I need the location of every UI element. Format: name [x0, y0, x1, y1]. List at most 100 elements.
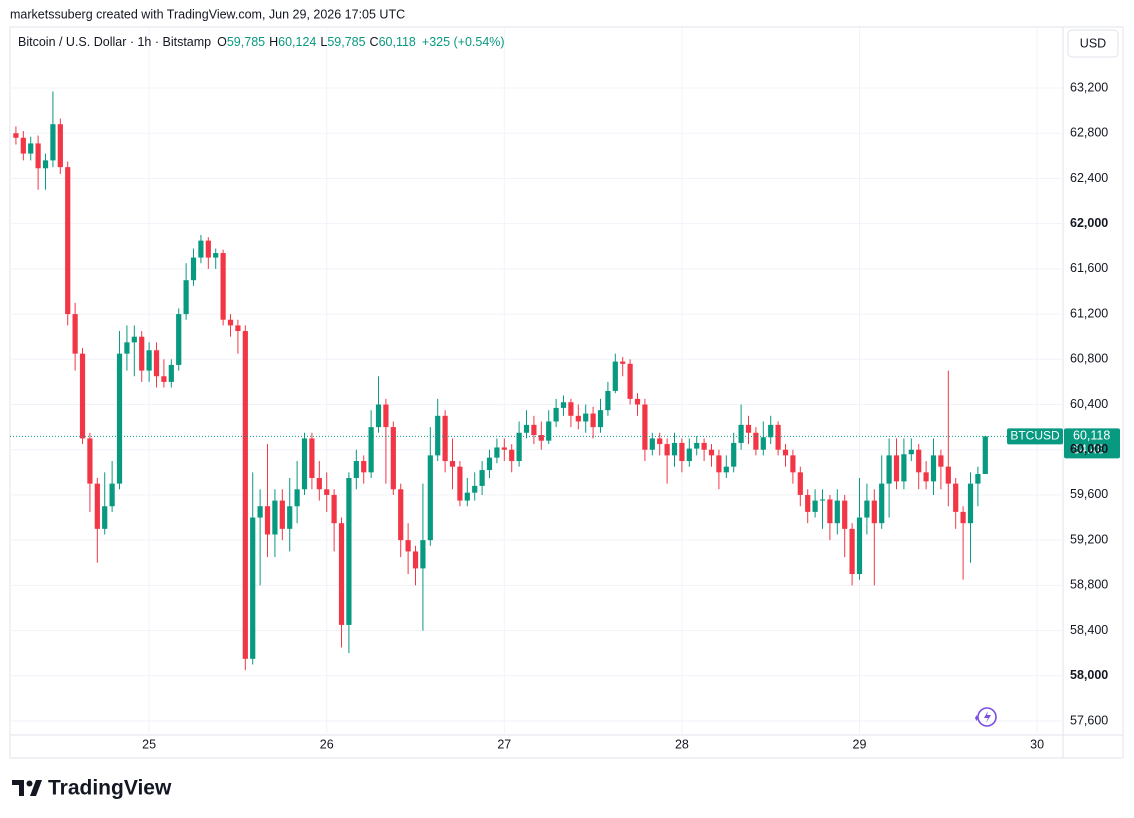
y-tick-label: 61,600 [1070, 261, 1108, 275]
y-tick-label: 58,400 [1070, 623, 1108, 637]
candle-body [590, 413, 596, 428]
candle-body [72, 314, 78, 354]
assistant-icon[interactable] [975, 707, 997, 727]
candle-body [13, 133, 19, 138]
candle-body [753, 432, 759, 450]
candle-body [309, 438, 315, 478]
candle-body [945, 466, 951, 484]
candle-body [257, 506, 263, 518]
candle-body [716, 455, 722, 473]
candle-body [65, 167, 71, 315]
y-tick-label: 57,600 [1070, 713, 1108, 727]
y-tick-label: 59,600 [1070, 487, 1108, 501]
candle-body [657, 438, 663, 445]
x-tick-label: 26 [320, 737, 334, 751]
candle-body [124, 342, 130, 354]
candle-body [116, 353, 123, 484]
candle-body [457, 466, 463, 501]
candle-body [479, 470, 485, 486]
x-tick-label: 30 [1030, 737, 1044, 751]
legend: Bitcoin / U.S. Dollar · 1h · Bitstamp O59… [18, 35, 505, 49]
candle-body [220, 253, 226, 320]
candle-body [760, 437, 766, 450]
y-tick-label: 60,000 [1070, 442, 1108, 456]
currency-label[interactable]: USD [1080, 36, 1106, 50]
candle-body [57, 124, 63, 168]
candle-body [346, 477, 352, 625]
candle-body [87, 438, 93, 484]
attribution: marketssuberg created with TradingView.c… [10, 7, 405, 21]
candle-body [427, 455, 433, 541]
y-tick-label: 60,400 [1070, 397, 1108, 411]
candle-body [930, 455, 937, 482]
candle-body [849, 528, 855, 575]
candle-body [901, 454, 907, 482]
candle-body [827, 499, 833, 524]
candle-body [649, 438, 655, 450]
ohlc-key: L [320, 35, 327, 49]
candle-body [398, 489, 404, 541]
currency-button[interactable] [1067, 29, 1119, 58]
candle-body [494, 447, 500, 458]
candle-body [538, 435, 544, 441]
candle-body [982, 436, 988, 475]
ohlc-value: 60,124 [278, 35, 316, 49]
symbol-badge-label: BTCUSD [1010, 429, 1060, 443]
candle-body [139, 336, 145, 371]
candle-body [161, 376, 167, 382]
candle-body [634, 398, 641, 405]
candle-body [420, 540, 426, 569]
candle-body [94, 483, 100, 529]
symbol-badge [1007, 428, 1063, 445]
candle-body [834, 500, 840, 524]
candle-body [938, 455, 944, 467]
candle-body [449, 461, 456, 467]
chart-frame [9, 26, 1124, 759]
x-tick-label: 29 [853, 737, 867, 751]
change-label: +325 (+0.54%) [422, 35, 505, 49]
candle-body [560, 402, 567, 408]
candle-body [28, 143, 34, 154]
candle-body [375, 404, 382, 428]
candle-body [679, 442, 685, 462]
candle-body [916, 449, 922, 473]
candle-body [738, 424, 744, 443]
candle-body [731, 442, 737, 467]
candle-body [42, 160, 49, 169]
candle-body [627, 363, 633, 399]
candle-body [967, 483, 974, 524]
candle-body [235, 325, 241, 332]
candle-body [353, 461, 359, 478]
candle-body [435, 415, 441, 456]
countdown-label: 54:48 [1073, 443, 1104, 457]
candle-body [501, 447, 507, 450]
candle-body [782, 449, 789, 456]
candle-body [745, 424, 752, 433]
candle-body [856, 517, 863, 575]
candle-body [242, 331, 248, 659]
candle-body [368, 427, 374, 473]
candle-body [146, 350, 152, 371]
y-tick-label: 58,000 [1070, 668, 1108, 682]
candle-body [294, 489, 300, 507]
candle-body [168, 364, 174, 382]
y-tick-label: 60,800 [1070, 352, 1108, 366]
candle-body [546, 421, 552, 441]
candle-body [768, 424, 774, 438]
candle-body [383, 404, 389, 428]
price-badge-label: 60,118 [1073, 429, 1110, 443]
y-tick-label: 58,800 [1070, 578, 1108, 592]
candle-body [531, 424, 537, 436]
candle-body [20, 137, 26, 154]
candle-body [819, 499, 826, 501]
candle-body [79, 353, 86, 439]
candle-body [316, 477, 322, 490]
candle-body [324, 489, 330, 495]
candle-body [183, 280, 189, 315]
candle-body [583, 413, 589, 422]
candle-body [272, 500, 278, 535]
candle-body [131, 336, 137, 343]
candle-body [953, 483, 959, 512]
y-tick-label: 62,800 [1070, 126, 1108, 140]
candle-body [723, 466, 729, 473]
